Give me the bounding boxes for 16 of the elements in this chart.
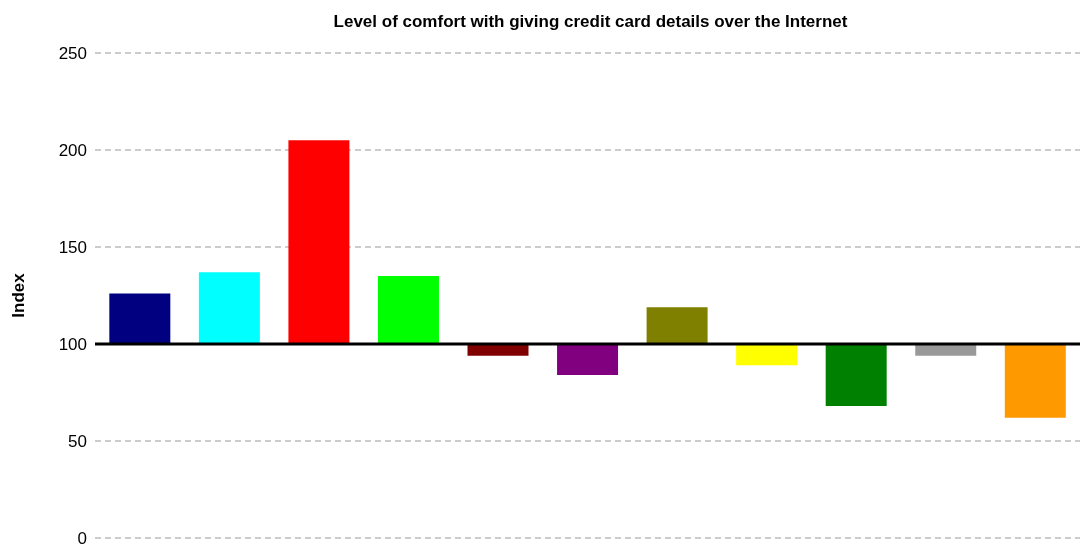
bar [1004, 344, 1066, 418]
y-tick-label: 250 [58, 44, 87, 64]
y-tick-label: 200 [58, 141, 87, 161]
y-tick-label: 150 [58, 238, 87, 258]
y-axis-title: Index [9, 272, 29, 318]
bar [109, 293, 171, 344]
bar [377, 276, 439, 344]
bar [557, 344, 619, 376]
bar [288, 140, 350, 344]
y-tick-label: 50 [68, 432, 87, 452]
bar [198, 272, 260, 344]
y-tick-label: 100 [58, 335, 87, 355]
bar [825, 344, 887, 407]
y-tick-label: 0 [77, 529, 87, 545]
chart-title: Level of comfort with giving credit card details over the Internet [332, 12, 849, 32]
bar [646, 307, 708, 344]
